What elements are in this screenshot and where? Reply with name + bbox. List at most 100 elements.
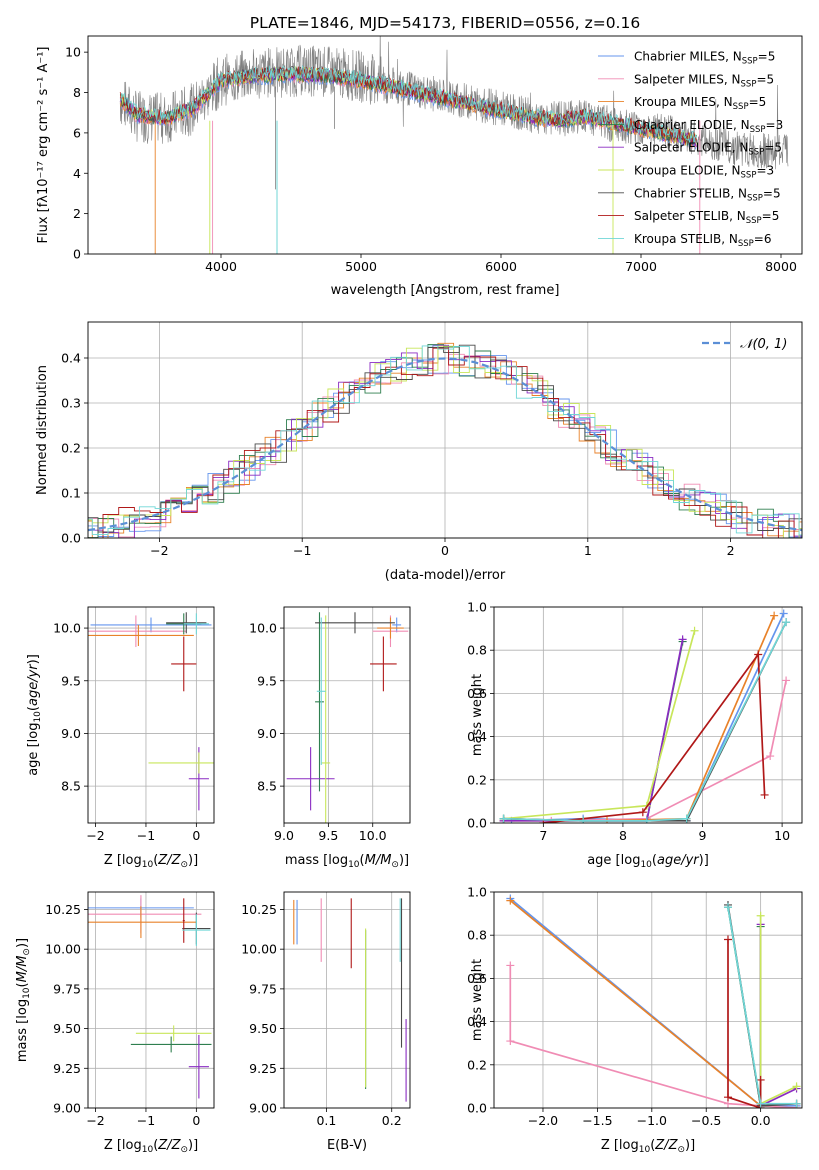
histograms <box>88 342 802 538</box>
label-part: M/M <box>365 853 392 868</box>
label-part: ( <box>15 982 30 987</box>
legend-subscript: SSP <box>747 193 763 203</box>
y-axis-label: mass weight <box>470 959 485 1041</box>
x-tick-label: 7000 <box>625 259 657 274</box>
y-tick-label: 9.5 <box>61 673 81 688</box>
panel-4: 9.0 9.5 10.0 8.5 9.0 9.5 10.0 mass [log10(M/M⊙)… <box>249 606 411 870</box>
legend-nssp: 5 <box>768 50 776 64</box>
legend-entry-kroupa-elodie: Kroupa ELODIE, NSSP=3 <box>634 164 774 181</box>
y-tick-label: 10.00 <box>241 942 277 957</box>
weight-line-kroupa-stelib <box>727 906 797 1105</box>
legend-subscript: SSP <box>741 171 757 181</box>
legend-subscript: SSP <box>746 216 762 226</box>
y-tick-label: 9.00 <box>53 1101 81 1116</box>
axes-frame <box>493 891 803 1109</box>
label-part: ⊙ <box>391 860 399 870</box>
histogram-chabrier-miles <box>88 355 802 538</box>
model-spectrum-kroupa-miles <box>119 67 697 148</box>
weight-marker-kroupa-elodie <box>756 911 765 920</box>
x-axis-label: Z [log10(Z/Z⊙)] <box>601 1138 695 1155</box>
label-part: ( <box>153 1138 158 1153</box>
y-tick-label: 9.25 <box>53 1061 81 1076</box>
x-tick-label: −1 <box>293 543 311 558</box>
legend-nssp: 3 <box>767 164 775 178</box>
legend-name: Kroupa STELIB, N <box>634 232 738 246</box>
y-tick-label: 10 <box>65 45 81 60</box>
label-part: Z/Z <box>157 1138 181 1153</box>
weight-marker-salpeter-miles <box>766 752 775 761</box>
legend-nssp: 5 <box>774 141 782 155</box>
x-tick-label: 0 <box>192 828 200 843</box>
chart-title: PLATE=1846, MJD=54173, FIBERID=0556, z=0… <box>250 14 640 32</box>
label-part: Z [log <box>601 1138 639 1153</box>
panel-1: 4000 5000 6000 7000 8000 0 2 4 6 8 10 PLATE=1846, M… <box>36 14 803 298</box>
y-tick-label: 0.6 <box>467 971 487 986</box>
legend-name: Salpeter ELODIE, N <box>634 141 748 155</box>
x-axis-label: mass [log10(M/M⊙)] <box>285 853 409 870</box>
legend-name: Chabrier MILES, N <box>634 50 742 64</box>
x-tick-label: 5000 <box>345 259 377 274</box>
y-tick-label: 10.0 <box>53 621 81 636</box>
weight-marker-salpeter-stelib <box>723 935 732 944</box>
weight-marker-kroupa-stelib <box>792 1099 801 1108</box>
weight-marker-kroupa-stelib <box>642 816 651 823</box>
legend-eq: = <box>762 209 772 223</box>
x-tick-label: −1 <box>137 828 155 843</box>
axes-frame <box>87 35 803 255</box>
y-tick-label: 9.50 <box>249 1021 277 1036</box>
label-part: ⊙ <box>180 1145 188 1155</box>
x-tick-label: 10.0 <box>359 828 387 843</box>
weight-line-salpeter-miles <box>509 965 797 1108</box>
weight-marker-salpeter-stelib <box>760 790 769 799</box>
y-tick-label: 10.0 <box>249 621 277 636</box>
histogram-kroupa-stelib <box>88 345 802 536</box>
legend-name: Kroupa MILES, N <box>634 95 733 109</box>
legend-eq: = <box>756 72 766 86</box>
weight-line-chabrier-miles <box>509 897 797 1107</box>
legend-eq: = <box>749 95 759 109</box>
normal-curve <box>88 357 802 532</box>
model-spectrum-chabrier-stelib <box>119 65 697 146</box>
legend-subscript: SSP <box>741 79 757 89</box>
y-tick-label: 2 <box>73 206 81 221</box>
weight-marker-kroupa-miles <box>506 896 515 905</box>
legend-subscript: SSP <box>742 57 758 67</box>
legend-nssp: 3 <box>776 118 784 132</box>
label-part: age [log <box>587 853 640 868</box>
histogram-kroupa-elodie <box>88 345 802 538</box>
label-part: ( <box>652 853 657 868</box>
x-tick-label: 9 <box>699 828 707 843</box>
x-tick-label: −0.5 <box>691 1113 721 1128</box>
weight-line-salpeter-elodie <box>759 924 797 1108</box>
weight-line-chabrier-miles <box>511 613 785 822</box>
axes-frame <box>87 891 215 1109</box>
label-part: 10 <box>142 1145 154 1155</box>
legend-name: Chabrier ELODIE, N <box>634 118 750 132</box>
x-tick-label: 1 <box>584 543 592 558</box>
label-part: age/yr <box>26 663 41 706</box>
label-part: Z [log <box>104 853 142 868</box>
y-tick-label: 0.1 <box>61 486 81 501</box>
legend-entry-kroupa-miles: Kroupa MILES, NSSP=5 <box>634 95 766 112</box>
y-axis-label: Normed distribution <box>35 365 50 495</box>
weight-marker-kroupa-elodie <box>690 626 699 635</box>
label-part: 10 <box>348 860 360 870</box>
y-tick-label: 0.6 <box>467 686 487 701</box>
label-part: ⊙ <box>22 948 32 956</box>
legend-subscript: SSP <box>738 239 754 249</box>
weight-marker-salpeter-elodie <box>678 635 687 644</box>
label-part: mass [log <box>285 853 348 868</box>
label-part: 10 <box>639 1145 651 1155</box>
x-tick-label: 9.0 <box>274 828 294 843</box>
weight-marker-salpeter-miles <box>506 961 515 970</box>
x-tick-label: −2.0 <box>528 1113 558 1128</box>
panel-7: 0.1 0.2 9.00 9.25 9.50 9.75 10.00 10.25 E(B-V) <box>241 891 411 1153</box>
weight-marker-kroupa-stelib <box>723 903 732 912</box>
y-tick-label: 0 <box>73 247 81 262</box>
x-axis-label: Z [log10(Z/Z⊙)] <box>104 1138 198 1155</box>
axes-frame <box>493 606 803 824</box>
model-spectrum-salpeter-elodie <box>119 67 697 147</box>
x-tick-label: 9.5 <box>318 828 338 843</box>
label-part: ( <box>153 853 158 868</box>
